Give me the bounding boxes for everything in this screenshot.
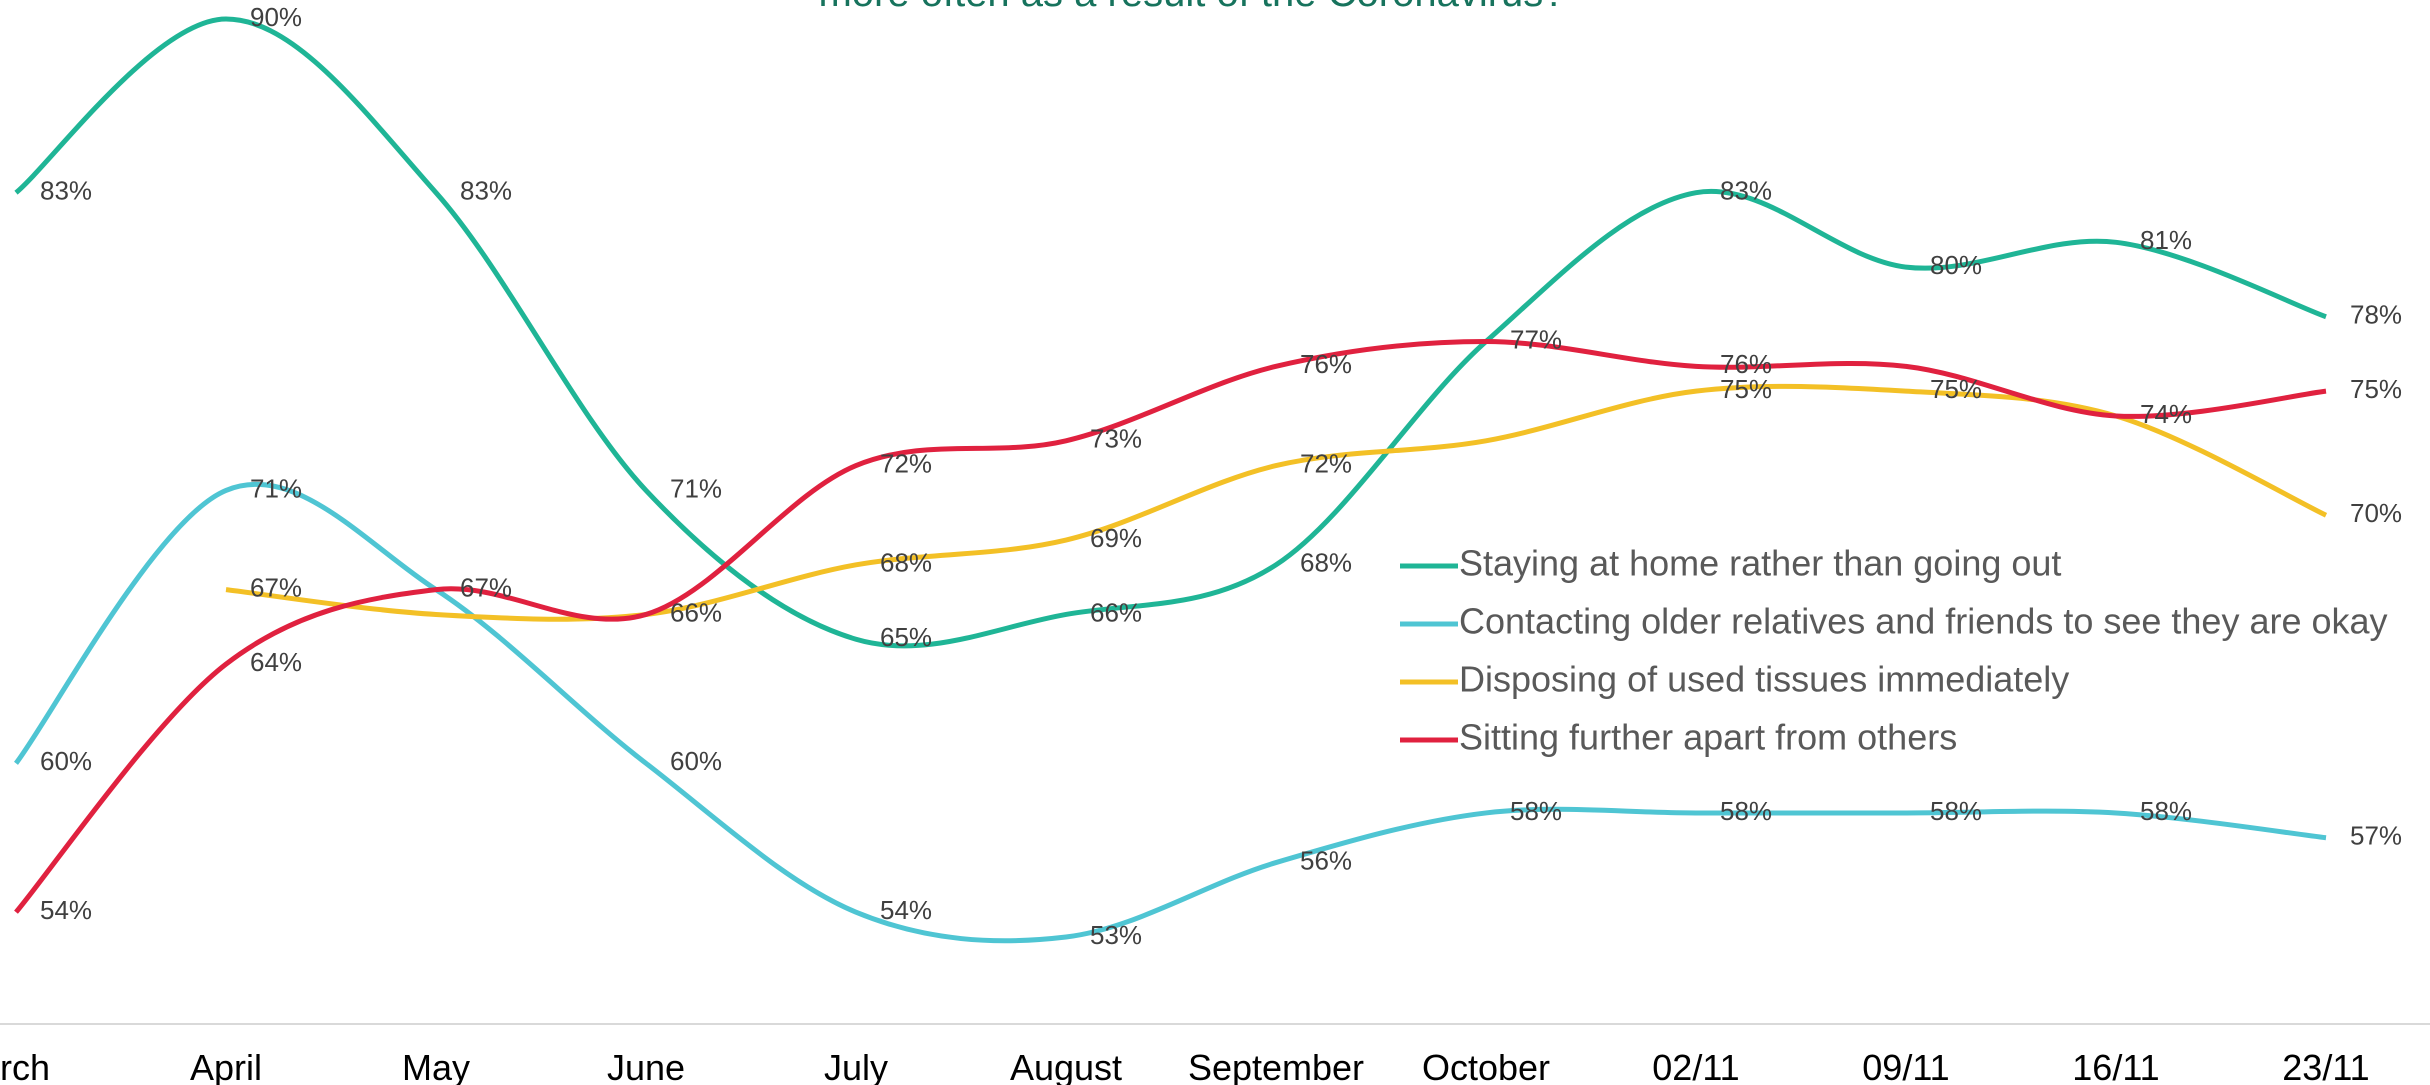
data-label: 72%	[1300, 448, 1352, 478]
data-label: 54%	[40, 895, 92, 925]
series-line	[14, 16, 2327, 649]
data-label: 83%	[1720, 176, 1772, 206]
x-tick-label: May	[402, 1047, 470, 1085]
data-label: 75%	[1930, 374, 1982, 404]
x-tick-label: 09/11	[1862, 1047, 1949, 1085]
data-label: 66%	[670, 597, 722, 627]
data-label: 53%	[1090, 920, 1142, 950]
data-label: 67%	[460, 573, 512, 603]
data-label: 78%	[2350, 300, 2402, 330]
series-line	[14, 339, 2327, 914]
data-label: 73%	[1090, 424, 1142, 454]
data-label: 74%	[2140, 399, 2192, 429]
x-tick-label: July	[824, 1047, 888, 1085]
data-label: 65%	[880, 622, 932, 652]
data-label: 69%	[1090, 523, 1142, 553]
chart-title: more often as a result of the Coronaviru…	[818, 0, 1565, 15]
data-label: 58%	[2140, 796, 2192, 826]
data-label: 83%	[40, 176, 92, 206]
data-label: 58%	[1510, 796, 1562, 826]
x-tick-label: 16/11	[2072, 1047, 2159, 1085]
data-label: 64%	[250, 647, 302, 677]
data-label: 54%	[880, 895, 932, 925]
data-label: 71%	[250, 473, 302, 503]
data-label: 90%	[250, 2, 302, 32]
data-label: 56%	[1300, 845, 1352, 875]
data-label: 76%	[1720, 349, 1772, 379]
data-label: 75%	[2350, 374, 2402, 404]
x-tick-label: September	[1188, 1047, 1364, 1085]
x-tick-label: 02/11	[1652, 1047, 1739, 1085]
legend-label: Staying at home rather than going out	[1459, 543, 2061, 584]
data-label: 77%	[1510, 324, 1562, 354]
x-tick-label: August	[1010, 1047, 1122, 1085]
data-label: 67%	[250, 573, 302, 603]
legend-label: Contacting older relatives and friends t…	[1459, 601, 2388, 642]
data-label: 75%	[1720, 374, 1772, 404]
data-label: 83%	[460, 176, 512, 206]
data-label: 76%	[1300, 349, 1352, 379]
x-tick-label: April	[190, 1047, 262, 1085]
x-tick-label: October	[1422, 1047, 1550, 1085]
data-label: 60%	[670, 746, 722, 776]
data-label: 60%	[40, 746, 92, 776]
data-label: 58%	[1720, 796, 1772, 826]
x-tick-label: June	[607, 1047, 685, 1085]
data-label: 58%	[1930, 796, 1982, 826]
data-label: 70%	[2350, 498, 2402, 528]
x-tick-label: March	[0, 1047, 50, 1085]
series-line	[225, 383, 2328, 622]
data-label: 81%	[2140, 225, 2192, 255]
series-line	[14, 482, 2327, 944]
legend-label: Sitting further apart from others	[1459, 717, 1957, 758]
data-label: 80%	[1930, 250, 1982, 280]
data-label: 68%	[880, 548, 932, 578]
legend-label: Disposing of used tissues immediately	[1459, 659, 2069, 700]
data-label: 66%	[1090, 597, 1142, 627]
data-label: 72%	[880, 448, 932, 478]
data-label: 57%	[2350, 821, 2402, 851]
x-tick-label: 23/11	[2282, 1047, 2369, 1085]
data-label: 71%	[670, 473, 722, 503]
data-label: 68%	[1300, 548, 1352, 578]
